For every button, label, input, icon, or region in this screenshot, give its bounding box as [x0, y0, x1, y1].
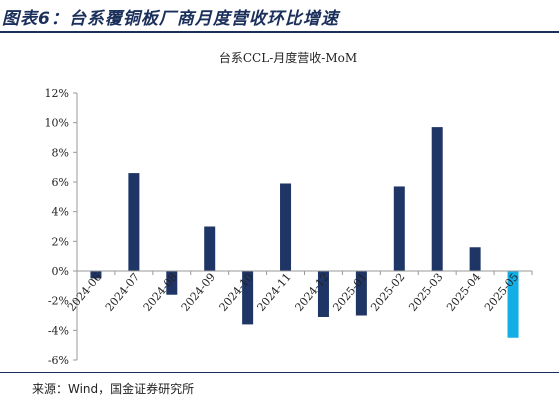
y-tick-label: -2%	[48, 295, 69, 308]
bar-2025-01	[355, 271, 367, 316]
header-rule	[0, 31, 559, 33]
chart-title: 台系CCL-月度营收-MoM	[219, 50, 357, 65]
y-tick-label: 12%	[45, 87, 69, 100]
bar-2025-02	[393, 186, 405, 271]
footer-rule	[0, 372, 559, 373]
x-axis: 2024-062024-072024-082024-092024-102024-…	[65, 270, 533, 314]
x-tick-label: 2024-11	[254, 271, 293, 314]
y-tick-label: 8%	[52, 146, 69, 159]
x-tick-label: 2024-06	[65, 271, 104, 314]
y-tick-label: 4%	[52, 206, 69, 219]
y-tick-label: 2%	[52, 235, 69, 248]
figure-header: 图表6：台系覆铜板厂商月度营收环比增速	[0, 0, 559, 34]
y-tick-label: 10%	[45, 117, 69, 130]
bar-2024-10	[242, 271, 254, 325]
bars	[90, 127, 519, 338]
y-tick-label: 0%	[52, 265, 69, 278]
bar-2024-09	[204, 226, 216, 271]
y-tick-label: 6%	[52, 176, 69, 189]
x-tick-label: 2025-02	[368, 271, 407, 314]
x-tick-label: 2025-04	[444, 271, 483, 314]
y-tick-label: -6%	[48, 354, 69, 367]
bar-2024-12	[317, 271, 329, 317]
bar-2024-08	[166, 271, 178, 295]
x-tick-label: 2024-07	[103, 271, 142, 314]
bar-chart: 台系CCL-月度营收-MoM -6% -4% -2% 0% 2% 4% 6% 8% 10% 12%…	[45, 50, 533, 367]
x-tick-label: 2025-03	[406, 271, 445, 314]
y-axis: -6% -4% -2% 0% 2% 4% 6% 8% 10% 12%	[45, 87, 78, 367]
bar-2025-04	[469, 247, 481, 271]
bar-2024-11	[280, 183, 292, 271]
bar-2025-03	[431, 127, 443, 271]
figure-title: 图表6：台系覆铜板厂商月度营收环比增速	[2, 9, 339, 29]
x-tick-label: 2024-09	[179, 271, 218, 314]
source-note: 来源：Wind，国金证券研究所	[32, 382, 195, 396]
y-tick-label: -4%	[48, 324, 69, 337]
bar-2025-05	[507, 271, 519, 338]
bar-2024-06	[90, 271, 102, 279]
bar-2024-07	[128, 173, 140, 271]
